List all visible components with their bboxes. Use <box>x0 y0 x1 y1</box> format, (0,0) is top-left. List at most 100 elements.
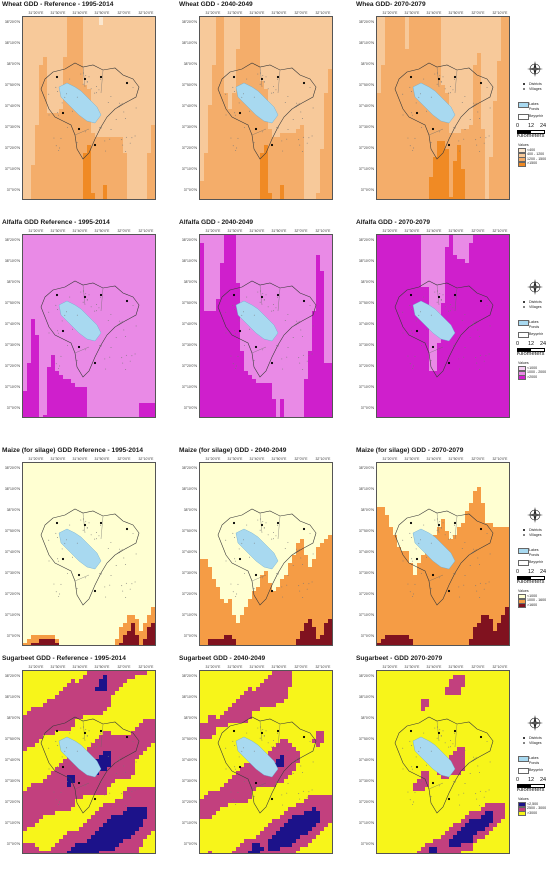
x-tick-label: 32°0'0"E <box>294 11 308 15</box>
village-dot <box>125 790 127 792</box>
y-tick-label: 37°30'0"N <box>4 571 20 575</box>
village-dot <box>236 801 238 803</box>
village-dot <box>80 291 82 293</box>
village-dot <box>262 729 264 731</box>
village-dot <box>407 791 409 793</box>
y-tick-label: 37°10'0"N <box>181 385 197 389</box>
village-dot <box>477 765 479 767</box>
village-dot <box>225 114 227 116</box>
x-tick-label: 32°10'0"E <box>315 665 331 669</box>
village-dot <box>308 137 310 139</box>
village-dot <box>444 88 446 90</box>
class-label: >1500 <box>527 161 538 165</box>
basin-boundary <box>217 716 317 814</box>
village-dot <box>276 573 278 575</box>
legend-ponds: Ponds <box>529 107 540 111</box>
village-dot <box>80 519 82 521</box>
village-dot <box>69 78 71 80</box>
village-dot <box>76 142 78 144</box>
lake-beysehir <box>235 528 279 570</box>
village-dot <box>273 303 274 305</box>
village-dot <box>129 588 131 590</box>
village-dot <box>411 91 413 92</box>
y-tick-label: 37°40'0"N <box>181 758 197 762</box>
village-dot <box>236 593 238 595</box>
village-dot <box>80 727 82 729</box>
village-dot <box>265 294 267 296</box>
y-tick-label: 37°30'0"N <box>358 571 374 575</box>
village-dot <box>411 330 413 332</box>
legend-lakes: Lakes <box>529 102 539 106</box>
x-tick-label: 32°10'0"E <box>492 457 508 461</box>
village-dot <box>59 147 61 149</box>
legend-basin: Beyşehir <box>529 768 543 772</box>
y-tick-label: 37°10'0"N <box>4 821 20 825</box>
y-tick-label: 37°50'0"N <box>358 83 374 87</box>
village-dot <box>436 301 438 303</box>
village-dot <box>292 119 294 120</box>
alfalfa-legend: Districts Villages Lakes Ponds Beyşehir 0 12 24… <box>516 278 550 408</box>
maize-map-0 <box>22 462 156 646</box>
x-tick-label: 31°30'0"E <box>404 11 420 15</box>
y-tick-label: 37°0'0"N <box>360 634 374 638</box>
x-tick-label: 31°40'0"E <box>72 457 88 461</box>
village-dot <box>301 118 303 120</box>
village-dot <box>253 142 255 144</box>
y-tick-label: 37°0'0"N <box>6 842 20 846</box>
district-symbol <box>522 300 526 304</box>
village-dot <box>122 798 124 800</box>
district-dot <box>447 589 451 593</box>
district-dot <box>431 573 435 577</box>
village-dot <box>125 151 127 153</box>
village-dot <box>234 560 236 562</box>
village-dot <box>235 803 237 805</box>
village-dot <box>118 548 120 550</box>
village-dot <box>301 564 303 566</box>
district-dot <box>238 111 242 115</box>
y-tick-label: 38°20'0"N <box>4 238 20 242</box>
village-dot <box>419 747 421 749</box>
y-tick-label: 37°10'0"N <box>4 167 20 171</box>
village-dot <box>423 296 425 298</box>
village-dot <box>263 527 265 528</box>
district-dot <box>232 75 236 79</box>
village-dot <box>411 768 413 770</box>
village-dot <box>259 83 261 85</box>
village-dot <box>450 746 451 748</box>
lake-beysehir <box>412 736 456 778</box>
village-dot <box>135 107 137 109</box>
village-dot <box>234 558 236 560</box>
village-dot <box>273 85 274 87</box>
lake-beysehir <box>412 82 456 124</box>
village-dot <box>475 139 477 141</box>
y-tick-label: 38°20'0"N <box>358 238 374 242</box>
village-dot <box>135 553 137 555</box>
village-dot <box>53 791 55 793</box>
village-dot <box>100 127 102 129</box>
district-dot <box>55 521 59 525</box>
village-dot <box>452 743 454 745</box>
district-dot <box>77 573 81 577</box>
class-label: >1600 <box>527 602 538 607</box>
village-dot <box>234 309 236 310</box>
legend-villages: Villages <box>529 87 542 91</box>
north-arrow-icon <box>527 61 543 77</box>
y-tick-label: 38°10'0"N <box>181 695 197 699</box>
legend-districts: Districts <box>529 736 542 740</box>
district-dot <box>270 361 274 365</box>
y-tick-label: 38°0'0"N <box>6 62 20 66</box>
scale-label: 24 <box>540 123 547 129</box>
village-dot <box>421 127 422 128</box>
y-tick-label: 38°10'0"N <box>358 695 374 699</box>
sugarbeet-gdd-raster <box>23 671 155 853</box>
village-dot <box>436 726 438 728</box>
x-tick-label: 32°0'0"E <box>471 11 485 15</box>
district-dot <box>437 523 441 527</box>
village-dot <box>48 747 50 749</box>
village-dot <box>72 110 73 112</box>
village-dot <box>241 96 243 98</box>
village-dot <box>96 310 97 312</box>
village-dot <box>61 548 63 550</box>
village-dot <box>57 91 59 92</box>
y-tick-label: 37°40'0"N <box>358 758 374 762</box>
